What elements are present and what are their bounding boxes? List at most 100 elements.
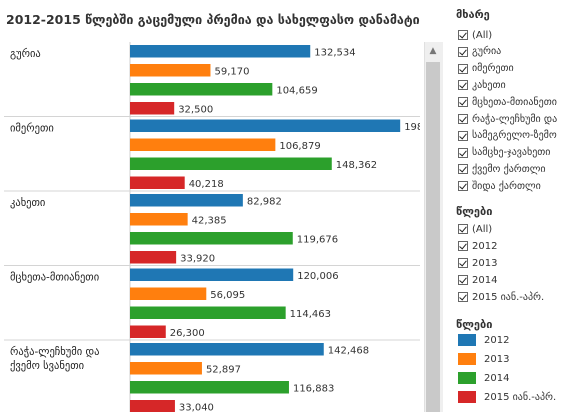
checkbox-checked-icon[interactable] <box>458 130 468 141</box>
region-filter-label: კახეთი <box>472 79 506 91</box>
bar <box>130 64 211 77</box>
bar <box>130 157 332 170</box>
bar-value-label: 82,982 <box>247 197 282 208</box>
region-filter-item[interactable]: ქვემო ქართლი <box>458 162 566 176</box>
checkbox-checked-icon[interactable] <box>458 275 468 285</box>
region-filter-item[interactable]: მცხეთა-მთიანეთი <box>458 95 566 109</box>
region-filter-item[interactable]: რაჭა-ლეჩხუმი და <box>458 112 566 126</box>
bar <box>130 119 401 132</box>
bar-value-label: 148,362 <box>336 160 377 171</box>
bar <box>130 176 185 189</box>
bar <box>130 325 166 338</box>
bar-value-label: 59,170 <box>214 67 249 78</box>
year-filter-label: 2014 <box>472 274 498 286</box>
year-filter-label: (All) <box>472 223 493 235</box>
bar-value-label: 119,676 <box>297 235 338 246</box>
bar <box>130 362 202 375</box>
bar-value-label: 198,670 <box>404 122 420 133</box>
checkbox-checked-icon[interactable] <box>458 292 468 302</box>
year-filter-item[interactable]: 2013 <box>458 256 566 270</box>
checkbox-checked-icon[interactable] <box>458 164 468 175</box>
scrollbar-thumb[interactable] <box>426 62 440 412</box>
checkbox-checked-icon[interactable] <box>458 258 468 268</box>
bar-value-label: 33,040 <box>179 403 214 412</box>
region-label: მცხეთა-მთიანეთი <box>10 272 99 284</box>
checkbox-checked-icon[interactable] <box>458 181 468 192</box>
bar <box>130 213 188 226</box>
bar-value-label: 26,300 <box>170 328 205 339</box>
bar-value-label: 120,006 <box>297 271 338 282</box>
checkbox-checked-icon[interactable] <box>458 147 468 158</box>
legend-item: 2015 იან.-აპრ. <box>458 389 556 405</box>
bar-value-label: 104,659 <box>276 86 317 97</box>
chart-title: 2012-2015 წლებში გაცემული პრემია და სახე… <box>6 12 420 27</box>
checkbox-checked-icon[interactable] <box>458 63 468 74</box>
region-filter-label: მცხეთა-მთიანეთი <box>472 96 557 108</box>
bar <box>130 138 276 151</box>
bar <box>130 381 289 394</box>
legend-swatch <box>458 334 476 346</box>
region-filter-item[interactable]: გურია <box>458 45 566 59</box>
legend-heading: წლები <box>456 318 493 331</box>
bar <box>130 306 286 319</box>
region-filter-item[interactable]: (All) <box>458 28 566 42</box>
bar-value-label: 33,920 <box>180 254 215 265</box>
bar-value-label: 142,468 <box>328 346 369 357</box>
region-filter-label: (All) <box>472 29 493 41</box>
bar <box>130 194 243 207</box>
bar-value-label: 32,500 <box>178 105 213 116</box>
bar-chart: გურია 132,534 59,170 104,659 32,500 იმერეთი 19… <box>4 42 420 412</box>
region-label: რაჭა-ლეჩხუმი და <box>10 346 99 358</box>
region-filter-label: ქვემო ქართლი <box>472 163 546 175</box>
year-filter-label: 2015 იან.-აპრ. <box>472 291 545 303</box>
region-filter-item[interactable]: სამცხე-ჯავახეთი <box>458 146 566 160</box>
year-filter-label: 2013 <box>472 257 498 269</box>
legend-label: 2012 <box>484 334 510 346</box>
bar-value-label: 56,095 <box>210 290 245 301</box>
checkbox-checked-icon[interactable] <box>458 30 468 40</box>
region-filter-item[interactable]: იმერეთი <box>458 62 566 76</box>
region-filter-label: შიდა ქართლი <box>472 180 541 192</box>
region-label: კახეთი <box>10 197 45 209</box>
region-label: ქვემო სვანეთი <box>10 360 84 372</box>
bar <box>130 287 207 300</box>
region-label: გურია <box>10 48 41 60</box>
bar-value-label: 40,218 <box>189 179 224 190</box>
region-filter-label: სამცხე-ჯავახეთი <box>472 147 551 159</box>
checkbox-checked-icon[interactable] <box>458 80 468 91</box>
legend-swatch <box>458 372 476 384</box>
bar <box>130 343 324 356</box>
checkbox-checked-icon[interactable] <box>458 241 468 251</box>
checkbox-checked-icon[interactable] <box>458 114 468 124</box>
legend-swatch <box>458 353 476 365</box>
year-filter-item[interactable]: (All) <box>458 222 566 236</box>
region-filter-item[interactable]: სამეგრელო-ზემო <box>458 129 566 143</box>
region-filter-label: სამეგრელო-ზემო <box>472 130 557 142</box>
chart-area: გურია 132,534 59,170 104,659 32,500 იმერეთი 19… <box>4 42 420 412</box>
year-filter-item[interactable]: 2015 იან.-აპრ. <box>458 290 566 304</box>
year-filter-item[interactable]: 2012 <box>458 239 566 253</box>
bar-value-label: 114,463 <box>290 309 331 320</box>
region-filter-heading: მხარე <box>456 8 490 21</box>
checkbox-checked-icon[interactable] <box>458 97 468 108</box>
checkbox-checked-icon[interactable] <box>458 46 468 57</box>
region-filter-item[interactable]: კახეთი <box>458 78 566 92</box>
legend-swatch <box>458 391 476 403</box>
bar-value-label: 116,883 <box>293 384 334 395</box>
bar <box>130 83 273 96</box>
year-filter-label: 2012 <box>472 240 498 252</box>
bar <box>130 102 175 115</box>
region-filter-label: იმერეთი <box>472 63 514 75</box>
year-filter-heading: წლები <box>456 205 493 218</box>
scroll-up-arrow-icon[interactable]: ▲ <box>429 46 437 56</box>
legend-item: 2014 <box>458 370 509 386</box>
bar <box>130 232 293 245</box>
bar-value-label: 42,385 <box>192 216 227 227</box>
year-filter-item[interactable]: 2014 <box>458 273 566 287</box>
region-filter-item[interactable]: შიდა ქართლი <box>458 179 566 193</box>
bar-value-label: 132,534 <box>314 48 355 59</box>
bar <box>130 251 177 264</box>
checkbox-checked-icon[interactable] <box>458 224 468 234</box>
legend-label: 2014 <box>484 372 510 384</box>
region-filter-label: რაჭა-ლეჩხუმი და <box>472 113 558 125</box>
